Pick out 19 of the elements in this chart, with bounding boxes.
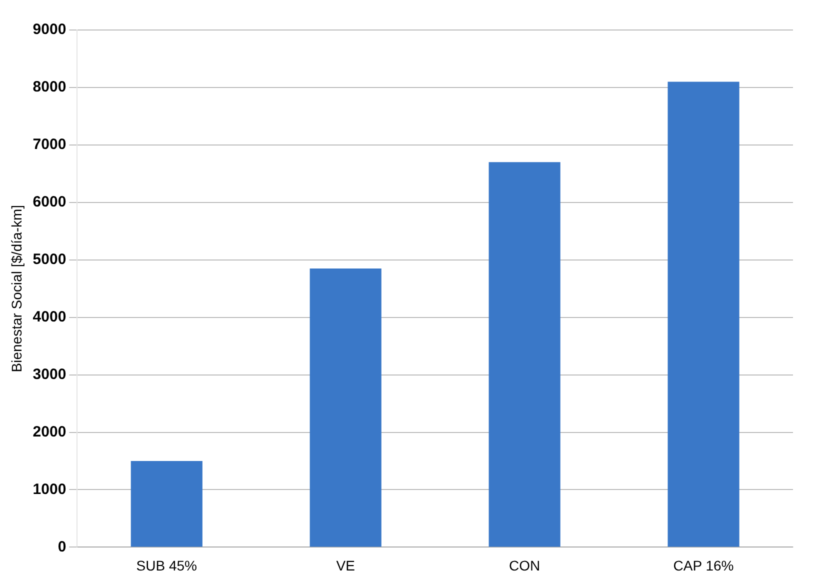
y-tick-label: 6000 <box>32 194 66 211</box>
y-axis-title: Bienestar Social [$/día-km] <box>8 204 24 372</box>
y-tick-label: 5000 <box>32 251 66 268</box>
bar <box>310 268 382 547</box>
y-tick-label: 1000 <box>32 480 66 498</box>
bar <box>668 82 740 547</box>
x-tick-label: SUB 45% <box>136 557 197 574</box>
x-tick-label: CON <box>509 557 540 574</box>
y-tick-label: 7000 <box>32 136 66 154</box>
y-tick-label: 8000 <box>32 78 66 96</box>
x-tick-label: VE <box>336 557 355 574</box>
y-tick-label: 0 <box>58 538 66 556</box>
y-tick-label: 2000 <box>32 423 66 440</box>
y-tick-label: 9000 <box>32 21 66 38</box>
x-tick-label: CAP 16% <box>673 557 734 574</box>
y-tick-label: 3000 <box>32 366 66 383</box>
bar <box>130 461 202 547</box>
y-tick-label: 4000 <box>32 308 66 326</box>
bar <box>488 162 560 547</box>
